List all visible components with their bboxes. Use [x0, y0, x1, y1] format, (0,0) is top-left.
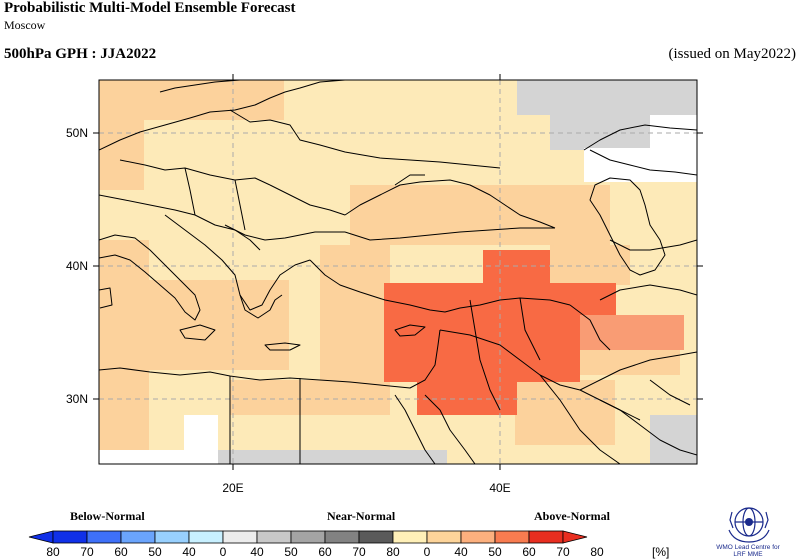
legend-tick-label: 50 [488, 545, 502, 559]
cell-above60 [580, 315, 684, 350]
page-title: Probabilistic Multi-Model Ensemble Forec… [4, 0, 296, 16]
legend-colorbar: 80 70 60 50 40 0 40 50 60 70 80 0 40 50 60 70 80 [28, 530, 604, 559]
cell-above50 [99, 240, 149, 460]
legend-swatch [528, 530, 564, 544]
lat-label-40n: 40N [66, 259, 88, 273]
legend-swatch [188, 530, 224, 544]
cell-above50 [350, 185, 610, 245]
cell-above50 [550, 245, 630, 285]
legend-tick-label: 80 [590, 545, 604, 559]
lat-label-50n: 50N [66, 126, 88, 140]
legend-swatch [52, 530, 88, 544]
logo-caption-line2: LRF MME [733, 551, 763, 558]
legend-swatch [494, 530, 530, 544]
legend-tick-label: 40 [250, 545, 264, 559]
legend-arrow-left [28, 530, 54, 544]
axis-ticks [93, 74, 703, 470]
legend-tick-label: 60 [114, 545, 128, 559]
legend-swatch [426, 530, 462, 544]
coastlines [99, 80, 697, 464]
lon-label-40e: 40E [489, 481, 510, 495]
cell-above50 [230, 380, 320, 415]
legend-swatch [392, 530, 428, 544]
legend-near-normal: Near-Normal [327, 509, 396, 523]
variable-label: 500hPa GPH : JJA2022 [4, 46, 157, 62]
cell-near [217, 450, 447, 464]
legend-below-normal: Below-Normal [70, 509, 145, 523]
wmo-logo [728, 507, 770, 543]
lat-label-30n: 30N [66, 392, 88, 406]
cell-above50 [515, 380, 615, 445]
legend-swatch [222, 530, 258, 544]
cell-above50 [149, 280, 289, 370]
legend-swatch [358, 530, 394, 544]
cell-white [584, 115, 697, 182]
legend-tick-label: 70 [352, 545, 366, 559]
legend-swatch [324, 530, 360, 544]
legend-swatch [460, 530, 496, 544]
legend-swatch [120, 530, 156, 544]
legend-swatch [290, 530, 326, 544]
cell-above50 [320, 245, 390, 415]
page-subtitle: Moscow [4, 18, 46, 32]
legend-arrow-right [562, 530, 588, 544]
legend-tick-label: 50 [148, 545, 162, 559]
logo-caption-line1: WMO Lead Centre for [716, 544, 780, 551]
legend-swatch [154, 530, 190, 544]
legend-unit: [%] [652, 545, 669, 559]
legend-tick-label: 80 [386, 545, 400, 559]
legend-tick-label: 40 [454, 545, 468, 559]
legend-tick-label: 70 [556, 545, 570, 559]
cell-above50 [99, 80, 284, 120]
legend-tick-label: 50 [284, 545, 298, 559]
lon-label-20e: 20E [222, 481, 243, 495]
cell-above50 [99, 120, 144, 190]
legend-above-normal: Above-Normal [534, 509, 610, 523]
cell-near [650, 415, 697, 464]
issued-label: (issued on May2022) [668, 46, 797, 62]
legend-tick-label: 0 [424, 545, 431, 559]
legend-tick-label: 80 [46, 545, 60, 559]
legend-tick-label: 60 [318, 545, 332, 559]
legend-swatch [256, 530, 292, 544]
logo-caption: WMO Lead Centre for LRF MME [700, 544, 796, 558]
legend-tick-label: 0 [220, 545, 227, 559]
legend-tick-label: 70 [80, 545, 94, 559]
cell-white [99, 450, 189, 464]
legend-tick-label: 40 [182, 545, 196, 559]
legend-swatch [86, 530, 122, 544]
legend-tick-label: 60 [522, 545, 536, 559]
probability-cells [99, 80, 697, 464]
cell-white [184, 415, 218, 464]
